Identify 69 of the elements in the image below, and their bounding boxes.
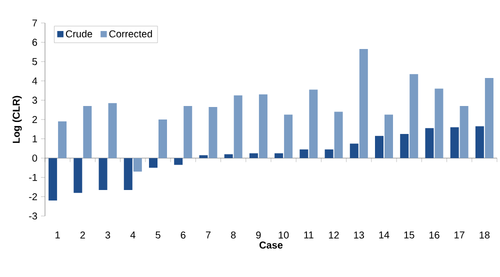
x-tick-label: 13 (354, 232, 364, 239)
bar (384, 114, 394, 158)
bar (184, 106, 192, 158)
bar (309, 90, 318, 158)
y-tick-label: 7 (32, 20, 37, 26)
y-tick-label: 6 (32, 38, 38, 46)
x-axis-title: Case (260, 242, 283, 249)
x-tick-label: 15 (404, 232, 414, 238)
bar (375, 136, 384, 158)
x-tick-label: 9 (256, 232, 261, 239)
bar (324, 149, 334, 158)
bar (98, 158, 108, 190)
bar (224, 154, 233, 158)
x-tick-label: 10 (278, 232, 289, 239)
bar (410, 74, 418, 158)
bar (425, 128, 434, 158)
y-tick-label: 4 (32, 77, 38, 84)
x-tick-label: 11 (304, 232, 314, 238)
bar (450, 127, 459, 158)
y-tick-label: 2 (32, 116, 37, 123)
bar (434, 88, 444, 158)
bar (48, 158, 58, 201)
bar (149, 158, 158, 168)
y-tick-label: 3 (32, 96, 38, 104)
legend-label: Crude (66, 30, 92, 38)
bar (484, 78, 494, 158)
bar (124, 158, 132, 190)
bar (460, 106, 468, 158)
x-tick-label: 2 (80, 232, 85, 238)
x-tick-label: 14 (379, 232, 390, 238)
bar (359, 49, 368, 158)
x-tick-label: 12 (329, 232, 339, 238)
x-tick-label: 18 (480, 232, 490, 239)
bar (234, 95, 242, 158)
y-tick-label: -2 (29, 193, 37, 200)
bar (199, 155, 208, 158)
bar (475, 126, 484, 158)
bar (400, 134, 409, 158)
x-tick-label: 4 (130, 232, 136, 238)
bar (83, 106, 92, 158)
bar (249, 153, 258, 158)
x-tick-label: 8 (231, 232, 236, 239)
bar (334, 112, 343, 158)
x-tick-label: 6 (180, 232, 186, 239)
y-axis-title: Log (CLR) (12, 96, 22, 143)
bar (58, 121, 67, 158)
y-tick-label: 0 (32, 154, 38, 162)
bar (350, 144, 358, 158)
x-tick-label: 3 (105, 232, 110, 239)
bar (174, 158, 183, 165)
bar (108, 103, 117, 158)
legend-label: Corrected (109, 30, 152, 38)
bar (300, 149, 308, 158)
y-tick-label: -1 (29, 174, 37, 181)
bar (208, 106, 218, 158)
bar (274, 153, 284, 158)
y-tick-label: 1 (32, 135, 37, 142)
bar (158, 119, 167, 158)
x-tick-label: 17 (454, 232, 464, 238)
y-tick-label: 5 (32, 58, 38, 66)
x-tick-label: 7 (206, 232, 210, 238)
bar (284, 114, 293, 158)
y-tick-label: -3 (29, 212, 38, 220)
x-tick-label: 5 (156, 232, 160, 238)
bar (133, 158, 142, 172)
x-tick-label: 16 (429, 232, 440, 239)
x-tick-label: 1 (56, 232, 60, 238)
bar (74, 158, 82, 193)
bar (258, 94, 268, 158)
